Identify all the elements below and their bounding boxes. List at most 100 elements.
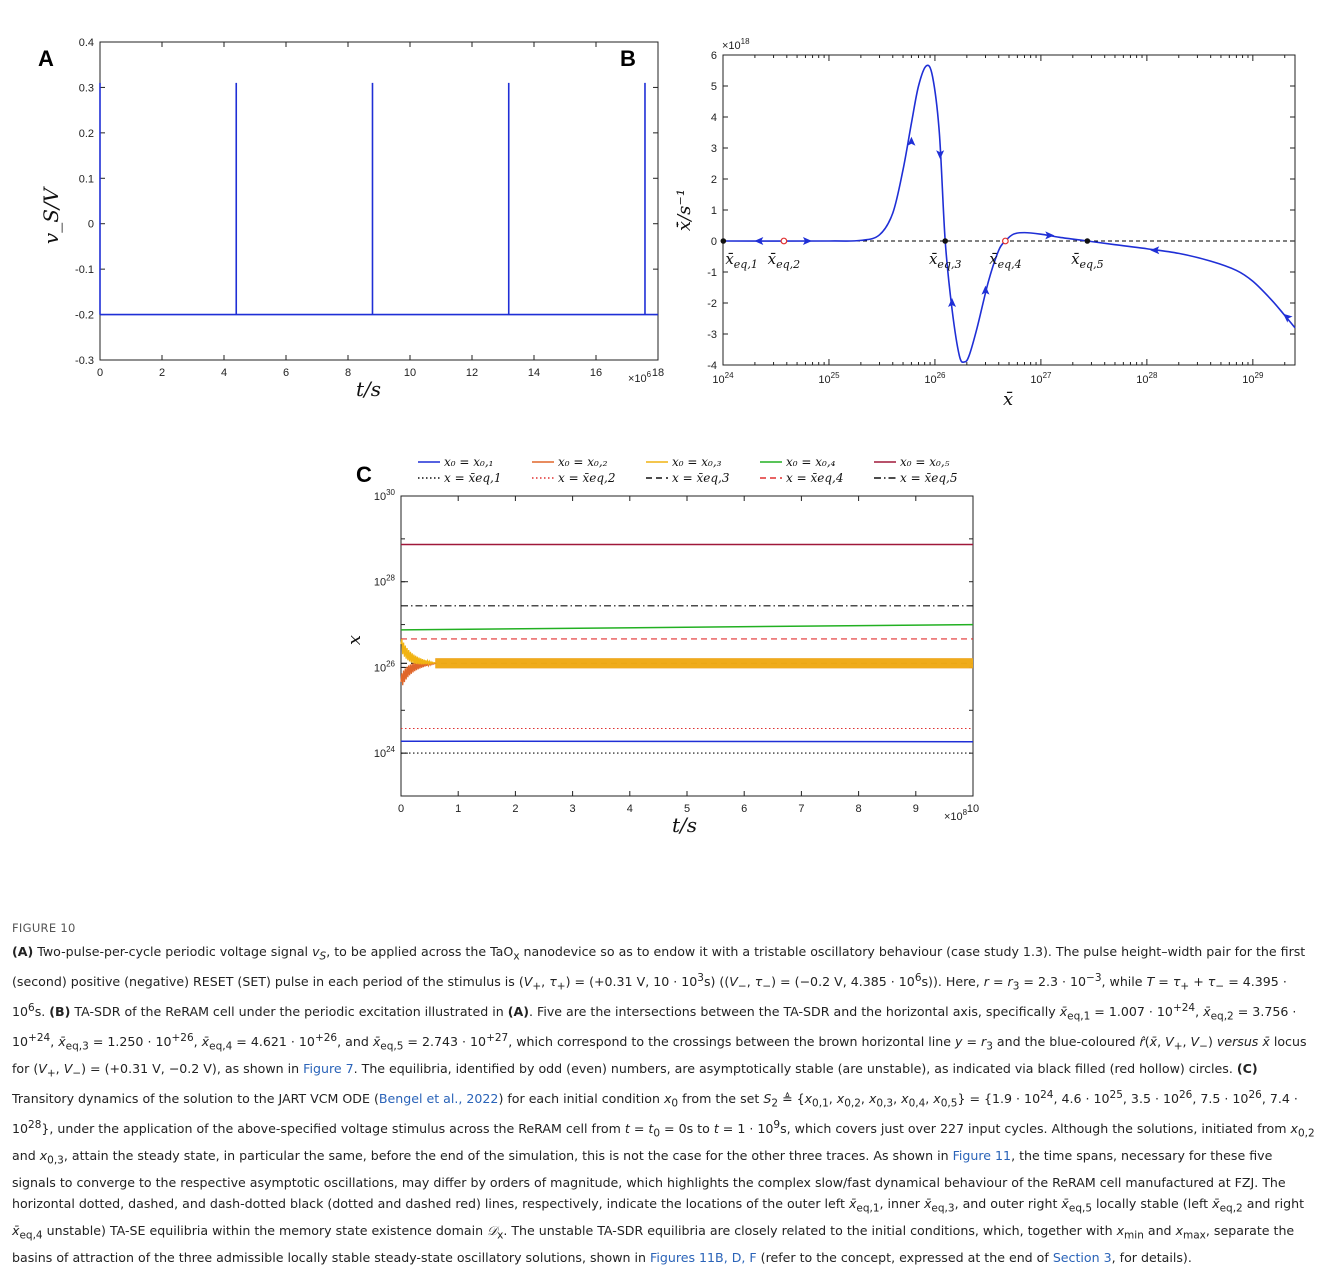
panel-a: A -0.3 -0.2 -0.1 0 0.1 0.2 0.3 0.4 0 2 4 6 8 10 12 14 1… [38,37,664,401]
caption-text: (A) Two-pulse-per-cycle periodic voltage… [12,944,1315,1265]
panel-c-xtick-label: 0 [398,803,404,815]
panel-c-xtick-label: 10 [967,803,979,815]
panel-b-flow-arrow [1045,231,1055,240]
figure-label: FIGURE 10 [12,921,76,935]
panel-b-xtick-label: 1027 [1030,371,1052,386]
panel-a-xlabel: t/s [356,377,381,401]
panel-a-xtick-label: 0 [97,367,103,379]
panel-a-ytick-label: 0.4 [79,37,94,49]
figure-canvas: A -0.3-0.2-0.100.10.20.30.4 0 2 4 6 8 10 12 14 1… [38,37,1296,837]
panel-b-flow-arrowhead [1283,313,1293,323]
legend-entry: x₀ = x₀,₅ [900,455,950,469]
panel-c-xtick-label: 6 [741,803,747,815]
panel-b-unstable-equilibrium [1001,237,1009,245]
panel-b-unstable-equilibrium [780,237,788,245]
panel-b-xtick-label: 1026 [924,371,946,386]
panel-b-equilibrium-label: x̄eq,3 [929,250,962,271]
panel-a-x-exponent: ×106 [628,370,652,385]
panel-b-xtick-label: 1029 [1242,371,1264,386]
panel-label-b: B [620,46,636,71]
panel-c-xtick-label: 9 [913,803,919,815]
panel-b-stable-equilibrium [942,238,949,244]
panel-c-transient [400,660,436,686]
panel-b-ytick-label: 3 [711,143,717,155]
legend-entry: x = x̄eq,5 [900,471,957,485]
panel-b-equilibrium-label: x̄eq,1 [725,250,758,271]
panel-b-ylabel: x̄̇/s⁻¹ [674,189,695,231]
panel-c-x-exponent: ×108 [944,808,968,823]
panel-c-xtick-label: 3 [570,803,576,815]
panel-b-flow-arrowhead [981,285,990,295]
panel-a-ytick-label: 0.1 [79,173,94,185]
panel-a-xtick-label: 12 [466,367,478,379]
panel-a-axes-box [99,41,659,361]
panel-c-xtick-label: 8 [856,803,862,815]
panel-a-xtick-label: 16 [590,367,602,379]
legend-entry: x = x̄eq,3 [672,471,730,485]
panel-a-xtick-label: 8 [345,367,351,379]
panel-c-transient [400,639,436,667]
panel-b-ytick-label: 0 [711,236,717,248]
panel-b-flow-arrowhead [754,237,764,245]
panel-c: C x₀ = x₀,₁ x₀ = x₀,₂ x₀ = x₀,₃ x₀ = x₀,₄ x₀… [344,455,979,837]
panel-b-flow-arrow [754,237,764,245]
panel-b-flow-arrow [981,285,990,295]
panel-b-flow-arrow [936,150,945,160]
panel-b-ytick-label: 6 [711,50,717,62]
legend-entry: x₀ = x₀,₄ [786,455,836,469]
figure-caption: FIGURE 10 (A) Two-pulse-per-cycle period… [12,918,1317,1268]
panel-b-ytick-label: -3 [707,329,717,341]
panel-b-xlabel: x̄ [1003,389,1013,410]
panel-b-equilibrium-label: x̄eq,4 [989,250,1022,271]
panel-a-ylabel: v_S/V [39,185,63,244]
legend-entry: x₀ = x₀,₃ [672,455,722,469]
panel-a-ytick-label: -0.2 [75,310,94,322]
panel-b-ytick-label: 4 [711,112,717,124]
panel-b-flow-arrow [907,136,916,146]
panel-c-legend: x₀ = x₀,₁ x₀ = x₀,₂ x₀ = x₀,₃ x₀ = x₀,₄ x₀ =… [418,455,957,485]
panel-c-ytick-label: 1030 [374,488,396,503]
panel-a-ytick-label: -0.1 [75,264,94,276]
panel-a-ytick-label: 0.3 [79,82,94,94]
legend-entry: x = x̄eq,1 [444,471,501,485]
panel-label-c: C [356,462,372,487]
panel-a-xtick-label: 18 [652,367,664,379]
panel-c-ylabel: x [344,635,365,645]
panel-b-xtick-label: 1025 [818,371,840,386]
panel-a-ytick-label: 0.2 [79,128,94,140]
panel-b-axes-box [722,54,1296,366]
panel-a-xtick-label: 2 [159,367,165,379]
panel-a-ytick-label: -0.3 [75,355,94,367]
panel-label-a: A [38,46,54,71]
panel-a-ytick-label: 0 [88,219,94,231]
panel-c-xlabel: t/s [672,813,697,837]
panel-b-flow-arrow [802,237,812,245]
panel-b-ytick-label: 1 [711,205,717,217]
panel-c-axes-box [400,495,974,797]
panel-c-ytick-label: 1028 [374,574,396,589]
panel-a-xtick-label: 4 [221,367,227,379]
panel-b-equilibrium-label: x̄eq,2 [768,250,801,271]
panel-c-xtick-label: 5 [684,803,690,815]
panel-b: B ×1018 -4 -3 -2 -1 0 1 2 3 4 5 6 1024 1025 1026 1027… [620,37,1296,410]
panel-b-xtick-label: 1028 [1136,371,1158,386]
panel-a-xtick-label: 6 [283,367,289,379]
panel-b-flow-arrowhead [936,150,945,160]
panel-b-ytick-label: 2 [711,174,717,186]
panel-c-xtick-label: 7 [798,803,804,815]
panel-b-tasdr-curve [722,64,1296,364]
panel-c-xtick-label: 4 [627,803,633,815]
panel-c-xtick-label: 2 [512,803,518,815]
panel-b-flow-arrow [1150,246,1160,255]
panel-b-ytick-label: 5 [711,81,717,93]
panel-b-stable-equilibrium [1084,238,1091,244]
panel-b-flow-arrowhead [1150,246,1160,255]
legend-entry: x = x̄eq,2 [558,471,615,485]
panel-c-trajectory [400,623,974,631]
panel-b-equilibrium-label: x̄eq,5 [1071,250,1104,271]
panel-b-flow-arrow [1283,313,1293,323]
panel-c-ytick-label: 1026 [374,659,396,674]
panel-c-ytick-label: 1024 [374,745,396,760]
panel-b-xtick-label: 1024 [712,371,734,386]
panel-a-xtick-label: 14 [528,367,540,379]
